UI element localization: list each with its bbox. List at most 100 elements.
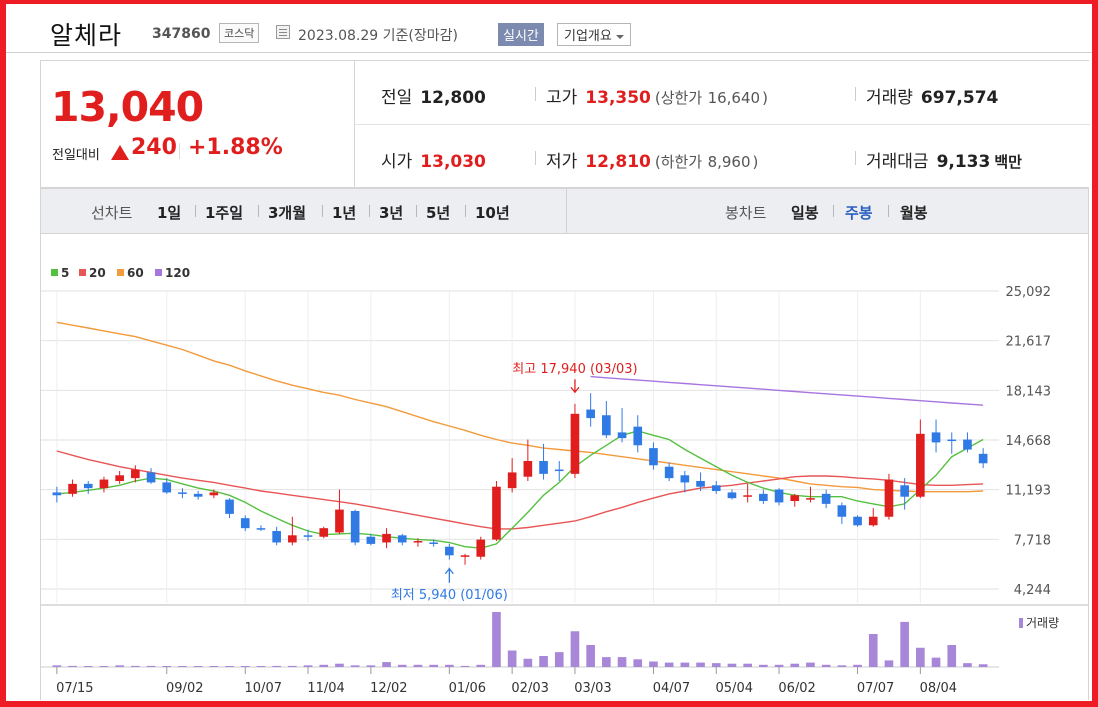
divider (535, 87, 536, 101)
candle-body (696, 480, 705, 487)
candle-body (617, 432, 627, 439)
low-price: 저가 12,810 (하한가 8,960) (546, 147, 758, 172)
candle-body (806, 498, 815, 500)
candle-body (83, 483, 93, 489)
volume-bar (178, 666, 187, 667)
volume-bar (476, 664, 486, 667)
y-tick-label: 4,244 (1014, 583, 1051, 598)
candle-body (664, 466, 674, 479)
legend-label-120: 120 (165, 266, 190, 280)
low-annotation: 최저 5,940 (01/06) (391, 588, 508, 603)
company-info-label: 기업개요 (564, 29, 612, 44)
line-chart-label: 선차트 (91, 204, 133, 222)
volume-bar (617, 657, 627, 667)
x-axis-ticks: 07/15 09/02 10/07 11/04 12/02 01/06 02/03 03/03… (56, 667, 957, 696)
volume-bar (288, 665, 297, 667)
volume-bar (837, 665, 847, 667)
section-divider (566, 189, 567, 233)
high-annotation: 최고 17,940 (03/03) (512, 362, 637, 377)
x-tick-label: 07/07 (857, 681, 894, 696)
candle-body (99, 479, 109, 489)
period-1y-button[interactable]: 1년 (332, 204, 357, 222)
candle-body (335, 509, 344, 533)
candle-body (272, 531, 281, 543)
candle-body (743, 495, 752, 497)
daily-candle-button[interactable]: 일봉 (791, 204, 819, 222)
volume-bar (52, 665, 62, 667)
volume-value: 697,574 (920, 88, 999, 108)
volume-bar (774, 664, 784, 667)
candle-body (947, 439, 957, 442)
period-1d-button[interactable]: 1일 (157, 204, 182, 222)
x-tick-label: 02/03 (511, 681, 548, 696)
candle-body (492, 486, 501, 540)
realtime-button[interactable]: 실시간 (498, 23, 544, 46)
x-tick-label: 04/07 (653, 681, 690, 696)
period-3y-button[interactable]: 3년 (379, 204, 404, 222)
divider (888, 205, 889, 217)
volume-bar (335, 663, 344, 667)
volume-bar (790, 663, 800, 667)
volume-bar (429, 664, 438, 667)
weekly-candle-button[interactable]: 주봉 (845, 204, 873, 222)
volume-bar (900, 621, 909, 667)
candle-body (131, 469, 140, 479)
candle-body (916, 433, 925, 497)
y-tick-label: 7,718 (1014, 533, 1051, 548)
candle-body (711, 485, 721, 492)
divider (369, 205, 370, 217)
period-10y-button[interactable]: 10년 (475, 204, 510, 222)
x-tick-label: 05/04 (716, 681, 753, 696)
amount-unit: 백만 (994, 153, 1022, 171)
period-5y-button[interactable]: 5년 (426, 204, 451, 222)
calendar-icon (276, 25, 290, 39)
volume-bar (947, 645, 957, 667)
period-1w-button[interactable]: 1주일 (205, 204, 244, 222)
candle-body (507, 472, 517, 489)
candle-body (225, 499, 234, 514)
annotations: 최고 17,940 (03/03) 최저 5,940 (01/06) (391, 362, 638, 603)
volume-legend-label: 거래량 (1026, 616, 1059, 630)
y-tick-label: 25,092 (1006, 285, 1052, 300)
volume-bar (413, 664, 423, 667)
low-label: 저가 (546, 152, 578, 172)
volume-bar (931, 657, 941, 667)
period-3m-button[interactable]: 3개월 (268, 204, 307, 222)
ma120-line (590, 375, 984, 406)
change-rate: +1.88% (188, 135, 283, 160)
candle-body (162, 482, 172, 493)
volume-bar (539, 656, 548, 667)
high-arrowhead (570, 386, 580, 394)
divider (855, 151, 856, 165)
candle-body (853, 516, 862, 526)
volume-bar (633, 659, 643, 667)
price-summary: 13,040 전일대비 240 +1.88% 전일 12,800 고가 13,350… (40, 60, 1090, 188)
volume-bar (727, 663, 737, 667)
legend-swatch-60 (117, 269, 124, 276)
candle-body (602, 415, 611, 436)
monthly-candle-button[interactable]: 월봉 (900, 204, 928, 222)
candle-body (539, 460, 548, 474)
volume-bar (554, 652, 564, 667)
candle-body (350, 511, 360, 543)
company-info-dropdown[interactable]: 기업개요 (557, 23, 631, 46)
amount-value: 9,133 (936, 152, 991, 172)
candle-body (303, 535, 313, 537)
ma20-line (56, 450, 984, 530)
current-price: 13,040 (51, 83, 204, 131)
volume-bar (806, 662, 815, 667)
volume-bar (570, 631, 580, 667)
divider (833, 205, 834, 217)
candle-body (413, 541, 423, 543)
candle-body (586, 409, 595, 419)
base-date: 2023.08.29 기준(장마감) (298, 28, 458, 44)
candle-body (209, 492, 219, 496)
lower-limit-value: 8,960 (707, 153, 751, 171)
volume-bars: 거래량 (52, 612, 1059, 667)
candle-body (978, 453, 988, 464)
upper-limit-value: 16,640 (707, 89, 761, 107)
x-tick-label: 10/07 (245, 681, 282, 696)
market-badge: 코스닥 (219, 23, 260, 43)
price-diff: 240 (131, 135, 177, 160)
candle-body (429, 542, 438, 544)
